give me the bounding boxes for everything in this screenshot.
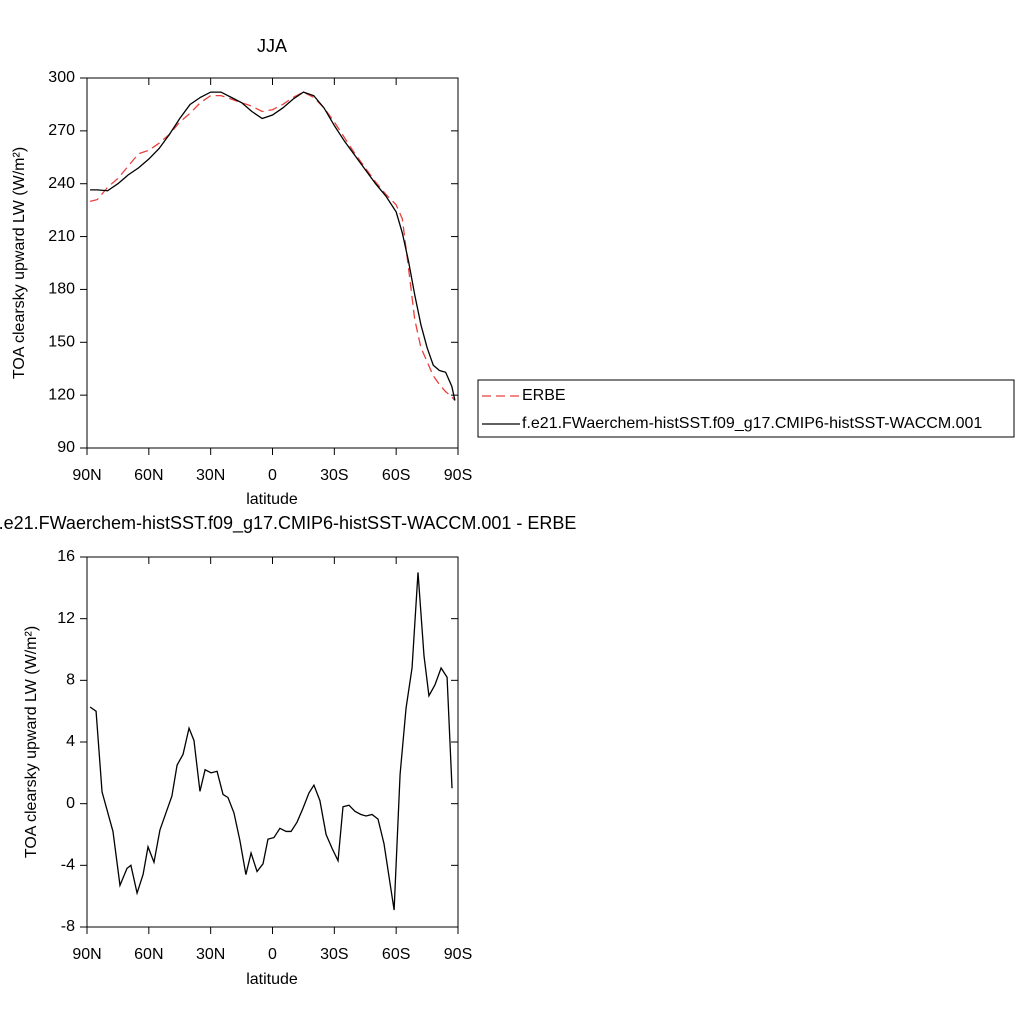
y-tick-label: 12 [57,610,75,627]
x-tick-label: 30S [320,946,348,963]
data-line [89,91,456,401]
legend-label: f.e21.FWaerchem-histSST.f09_g17.CMIP6-hi… [522,415,982,432]
x-tick-label: 90N [72,467,101,484]
x-tick-label: 60N [134,946,163,963]
x-axis-title: latitude [246,491,298,508]
y-tick-label: 0 [66,795,75,812]
y-tick-label: 120 [48,386,75,403]
plot-frame [86,77,459,449]
x-tick-label: 0 [268,946,277,963]
legend-label: ERBE [522,387,566,404]
x-tick-label: 30S [320,467,348,484]
x-tick-label: 90S [444,467,472,484]
chart-title: JJA [257,36,287,56]
chart-title: f.e21.FWaerchem-histSST.f09_g17.CMIP6-hi… [0,513,576,534]
y-tick-label: 16 [57,548,75,565]
x-tick-label: 30N [196,467,225,484]
x-tick-label: 90S [444,946,472,963]
x-tick-label: 30N [196,946,225,963]
x-tick-label: 0 [268,467,277,484]
y-tick-label: 90 [57,439,75,456]
y-tick-label: 4 [66,733,75,750]
data-line [89,572,453,911]
y-tick-label: -4 [61,857,75,874]
y-tick-label: 8 [66,672,75,689]
y-tick-label: 240 [48,175,75,192]
y-tick-label: 300 [48,69,75,86]
y-tick-label: 150 [48,334,75,351]
x-tick-label: 90N [72,946,101,963]
x-axis-title: latitude [246,971,298,988]
x-tick-label: 60N [134,467,163,484]
x-tick-label: 60S [382,467,410,484]
y-tick-label: -8 [61,918,75,935]
x-tick-label: 60S [382,946,410,963]
y-tick-label: 210 [48,228,75,245]
y-axis-title: TOA clearsky upward LW (W/m²) [23,626,40,858]
y-axis-title: TOA clearsky upward LW (W/m²) [11,147,28,379]
legend-box [477,379,1015,438]
y-tick-label: 270 [48,122,75,139]
y-tick-label: 180 [48,281,75,298]
data-line [90,91,456,401]
plot-frame [86,556,459,928]
